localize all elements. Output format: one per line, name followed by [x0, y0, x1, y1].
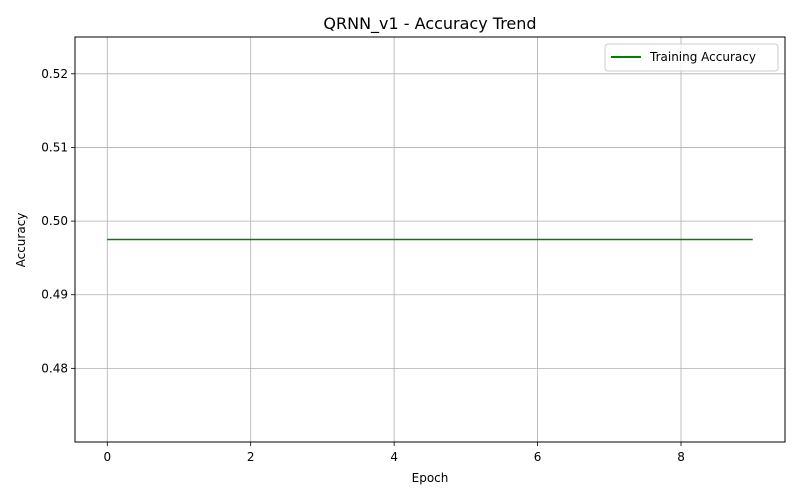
- y-tick-label: 0.49: [41, 288, 68, 302]
- legend-label-training-accuracy: Training Accuracy: [649, 50, 756, 64]
- y-tick-label: 0.51: [41, 140, 68, 154]
- x-tick-label: 0: [103, 450, 111, 464]
- x-axis-label: Epoch: [412, 471, 449, 485]
- legend: Training Accuracy: [605, 44, 778, 71]
- chart-title: QRNN_v1 - Accuracy Trend: [323, 14, 536, 34]
- x-tick-label: 8: [677, 450, 685, 464]
- y-tick-label: 0.48: [41, 361, 68, 375]
- x-tick-label: 2: [247, 450, 255, 464]
- x-tick-label: 6: [534, 450, 542, 464]
- y-tick-label: 0.50: [41, 214, 68, 228]
- x-tick-label: 4: [390, 450, 398, 464]
- y-tick-label: 0.52: [41, 67, 68, 81]
- y-axis-label: Accuracy: [14, 213, 28, 268]
